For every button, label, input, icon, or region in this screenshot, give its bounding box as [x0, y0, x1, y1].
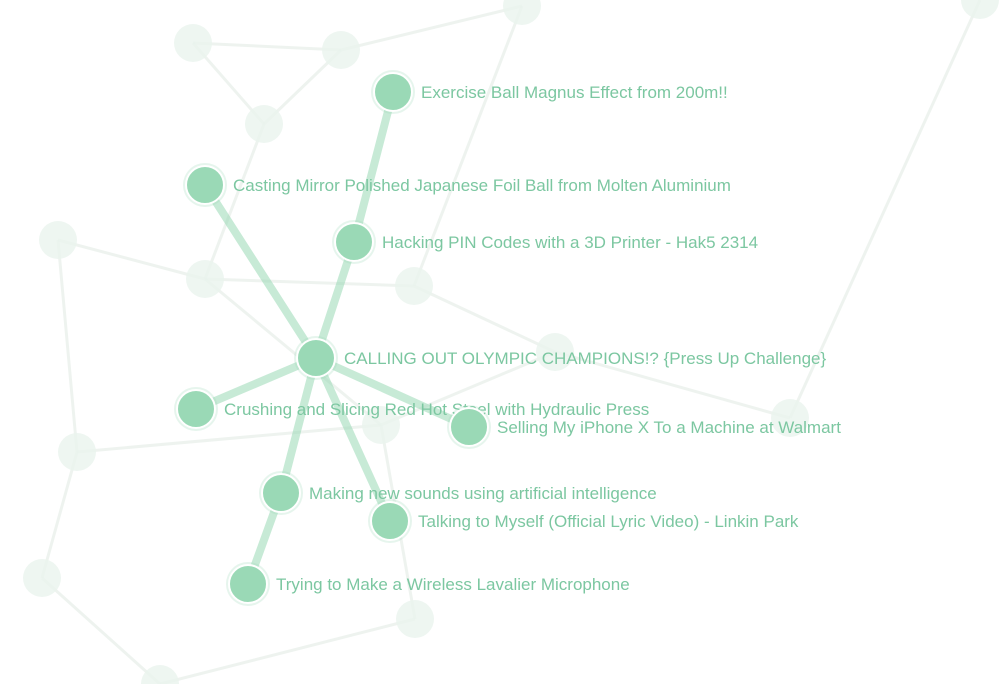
node-label[interactable]: Talking to Myself (Official Lyric Video)…: [418, 512, 799, 531]
node-label[interactable]: CALLING OUT OLYMPIC CHAMPIONS!? {Press U…: [344, 349, 826, 368]
background-edge: [380, 350, 556, 427]
background-edge: [413, 284, 556, 354]
background-edge: [76, 423, 382, 454]
edge-calling-out-olympic-champions-to-hacking-pin-codes: [312, 238, 358, 362]
background-node: [39, 221, 77, 259]
background-node: [23, 559, 61, 597]
background-edge: [203, 123, 266, 280]
background-node: [245, 105, 283, 143]
node-circle[interactable]: [373, 72, 413, 112]
edge-hacking-pin-codes-to-exercise-ball-magnus: [350, 88, 397, 246]
background-node: [536, 333, 574, 371]
video-node-exercise-ball-magnus[interactable]: Exercise Ball Magnus Effect from 200m!!: [371, 70, 728, 114]
node-label[interactable]: Trying to Make a Wireless Lavalier Micro…: [276, 575, 630, 594]
background-node: [961, 0, 999, 19]
video-node-hacking-pin-codes[interactable]: Hacking PIN Codes with a 3D Printer - Ha…: [332, 220, 758, 264]
background-node: [503, 0, 541, 25]
edge-calling-out-olympic-champions-to-selling-iphone-x: [312, 354, 473, 431]
video-node-casting-mirror-foil-ball[interactable]: Casting Mirror Polished Japanese Foil Ba…: [183, 163, 731, 207]
video-node-crushing-slicing-steel[interactable]: Crushing and Slicing Red Hot Steel with …: [174, 387, 649, 431]
background-edge: [204, 277, 415, 288]
background-network: [23, 0, 999, 684]
node-circle[interactable]: [370, 501, 410, 541]
background-edge: [788, 0, 982, 419]
video-node-selling-iphone-x[interactable]: Selling My iPhone X To a Machine at Walm…: [447, 405, 841, 449]
background-edge: [192, 41, 342, 52]
background-node: [174, 24, 212, 62]
graph-nodes: CALLING OUT OLYMPIC CHAMPIONS!? {Press U…: [174, 70, 841, 606]
background-node: [395, 267, 433, 305]
node-circle[interactable]: [261, 473, 301, 513]
graph-edges: [192, 88, 473, 588]
node-circle[interactable]: [185, 165, 225, 205]
background-node: [322, 31, 360, 69]
background-node: [58, 433, 96, 471]
node-label[interactable]: Selling My iPhone X To a Machine at Walm…: [497, 418, 841, 437]
edge-calling-out-olympic-champions-to-casting-mirror-foil-ball: [201, 181, 320, 362]
background-node: [396, 600, 434, 638]
edge-calling-out-olympic-champions-to-making-new-sounds: [277, 354, 320, 497]
node-label[interactable]: Exercise Ball Magnus Effect from 200m!!: [421, 83, 728, 102]
edge-calling-out-olympic-champions-to-talking-to-myself: [312, 354, 394, 525]
background-edge: [40, 576, 162, 684]
background-node: [186, 260, 224, 298]
video-node-talking-to-myself[interactable]: Talking to Myself (Official Lyric Video)…: [368, 499, 799, 543]
background-node: [362, 406, 400, 444]
background-edge: [159, 617, 416, 684]
background-edge: [56, 239, 79, 453]
background-edge: [40, 451, 79, 579]
node-label[interactable]: Hacking PIN Codes with a 3D Printer - Ha…: [382, 233, 758, 252]
node-circle[interactable]: [334, 222, 374, 262]
background-edge: [204, 277, 382, 427]
node-circle[interactable]: [228, 564, 268, 604]
node-label[interactable]: Casting Mirror Polished Japanese Foil Ba…: [233, 176, 731, 195]
edge-calling-out-olympic-champions-to-crushing-slicing-steel: [192, 354, 320, 413]
background-edge: [340, 4, 523, 52]
node-circle[interactable]: [176, 389, 216, 429]
node-circle[interactable]: [296, 338, 336, 378]
background-edge: [57, 238, 206, 281]
background-edge: [554, 350, 791, 420]
node-label[interactable]: Making new sounds using artificial intel…: [309, 484, 657, 503]
background-node: [771, 399, 809, 437]
video-node-making-new-sounds[interactable]: Making new sounds using artificial intel…: [259, 471, 657, 515]
video-node-calling-out-olympic-champions[interactable]: CALLING OUT OLYMPIC CHAMPIONS!? {Press U…: [294, 336, 826, 380]
background-node: [141, 665, 179, 684]
background-edge: [412, 5, 524, 287]
node-circle[interactable]: [449, 407, 489, 447]
video-node-wireless-lavalier[interactable]: Trying to Make a Wireless Lavalier Micro…: [226, 562, 630, 606]
node-label[interactable]: Crushing and Slicing Red Hot Steel with …: [224, 400, 649, 419]
